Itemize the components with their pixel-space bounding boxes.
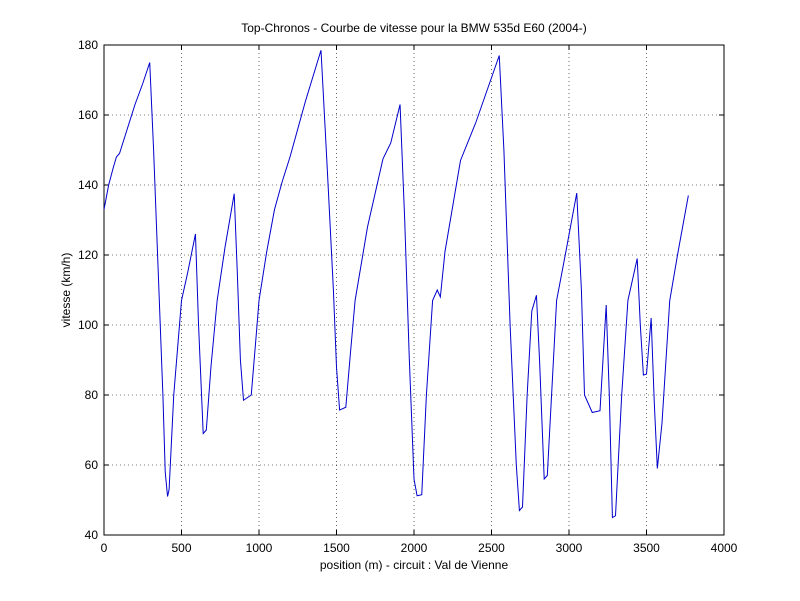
x-axis-label: position (m) - circuit : Val de Vienne <box>320 558 509 572</box>
x-tick-label: 3000 <box>556 541 583 555</box>
x-tick-label: 2500 <box>478 541 505 555</box>
y-tick-label: 100 <box>78 318 98 332</box>
data-line <box>103 50 689 519</box>
x-tick-label: 3500 <box>633 541 660 555</box>
y-tick-label: 180 <box>78 38 98 52</box>
y-tick-label: 120 <box>78 248 98 262</box>
y-tick-label: 160 <box>78 108 98 122</box>
y-tick-label: 40 <box>85 528 99 542</box>
x-tick-label: 500 <box>171 541 191 555</box>
y-tick-label: 140 <box>78 178 98 192</box>
chart-title: Top-Chronos - Courbe de vitesse pour la … <box>241 21 587 35</box>
x-tick-label: 1000 <box>246 541 273 555</box>
y-axis-label: vitesse (km/h) <box>59 253 73 328</box>
x-tick-label: 1500 <box>323 541 350 555</box>
y-tick-label: 60 <box>85 458 99 472</box>
x-tick-label: 2000 <box>401 541 428 555</box>
x-tick-label: 4000 <box>711 541 738 555</box>
x-tick-label: 0 <box>101 541 108 555</box>
y-tick-label: 80 <box>85 388 99 402</box>
